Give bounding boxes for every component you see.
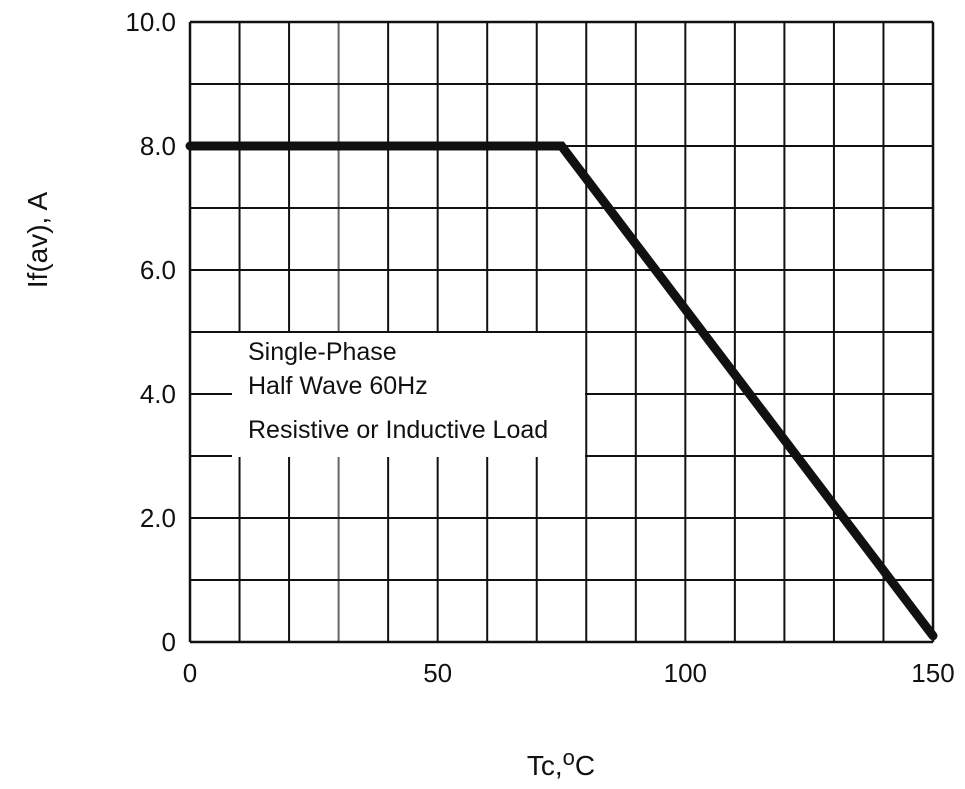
y-tick-label: 8.0 (140, 131, 176, 161)
y-tick-label: 10.0 (125, 7, 176, 37)
annotation-line-3: Resistive or Inductive Load (248, 416, 548, 444)
y-tick-label: 2.0 (140, 503, 176, 533)
series-group (185, 141, 938, 641)
y-axis-label: If(av), A (22, 191, 53, 288)
annotation-line-2: Half Wave 60Hz (248, 372, 428, 400)
x-tick-label: 150 (911, 658, 954, 688)
x-axis-label: Tc,oC (527, 745, 595, 781)
y-tick-label: 4.0 (140, 379, 176, 409)
x-tick-label: 100 (664, 658, 707, 688)
y-tick-label: 0 (162, 627, 176, 657)
x-tick-label: 50 (423, 658, 452, 688)
tick-labels: 0 2.0 4.0 6.0 8.0 10.0 0 50 100 150 (125, 7, 954, 688)
annotation-box: Single-Phase Half Wave 60Hz Resistive or… (232, 333, 585, 457)
x-tick-label: 0 (183, 658, 197, 688)
y-tick-label: 6.0 (140, 255, 176, 285)
grid (188, 20, 935, 644)
annotation-line-1: Single-Phase (248, 338, 397, 366)
series-line-1 (185, 141, 938, 641)
